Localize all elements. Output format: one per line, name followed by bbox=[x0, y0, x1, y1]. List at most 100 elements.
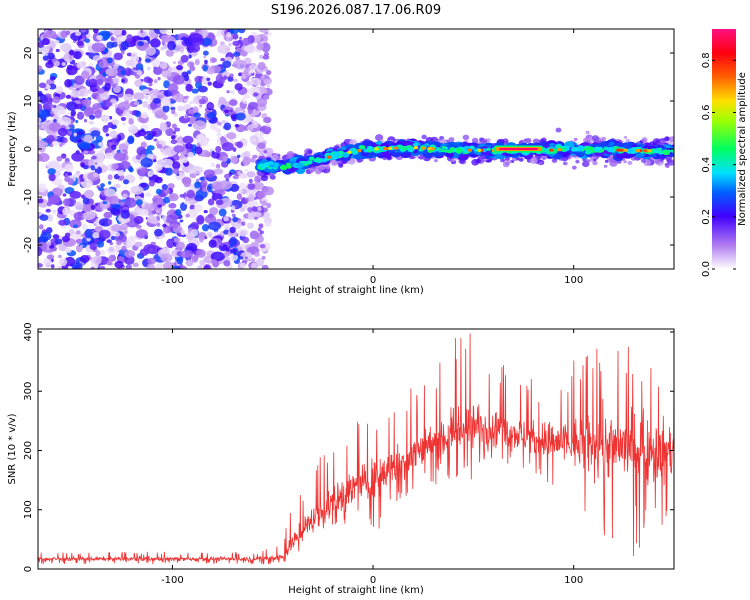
noise-blob bbox=[222, 156, 228, 162]
band-halo-blob bbox=[641, 137, 648, 142]
band-bright-blob bbox=[412, 142, 419, 147]
noise-blob bbox=[220, 58, 225, 62]
noise-blob bbox=[199, 176, 205, 181]
spectrogram-y-tick-label: -10 bbox=[23, 189, 34, 205]
noise-blob bbox=[183, 200, 190, 205]
noise-blob bbox=[211, 193, 223, 202]
noise-blob bbox=[38, 117, 42, 123]
band-halo-blob bbox=[480, 138, 488, 145]
noise-blob bbox=[65, 30, 71, 36]
noise-blob bbox=[137, 30, 148, 38]
noise-blob bbox=[110, 36, 115, 42]
noise-blob bbox=[140, 29, 144, 34]
noise-blob bbox=[239, 207, 246, 212]
band-halo-blob bbox=[374, 134, 384, 141]
noise-blob bbox=[43, 257, 52, 267]
noise-blob bbox=[158, 95, 164, 99]
noise-blob bbox=[189, 200, 194, 205]
noise-blob bbox=[64, 79, 73, 88]
noise-blob bbox=[52, 209, 57, 214]
noise-blob bbox=[210, 162, 215, 168]
noise-blob bbox=[248, 194, 255, 202]
noise-blob bbox=[43, 101, 53, 110]
noise-blob bbox=[60, 42, 72, 53]
noise-blob bbox=[200, 37, 213, 47]
band-halo-blob bbox=[471, 137, 479, 144]
noise-blob bbox=[52, 104, 57, 108]
noise-blob bbox=[263, 150, 268, 154]
noise-blob bbox=[240, 188, 248, 195]
noise-blob bbox=[214, 168, 224, 175]
noise-blob bbox=[172, 61, 176, 65]
noise-blob bbox=[88, 63, 94, 67]
noise-blob bbox=[40, 231, 52, 241]
noise-blob bbox=[259, 243, 266, 249]
band-core-blob bbox=[457, 151, 469, 161]
band-halo-blob bbox=[585, 159, 591, 163]
noise-blob bbox=[226, 90, 230, 94]
noise-blob bbox=[184, 95, 189, 99]
noise-blob bbox=[244, 256, 249, 260]
noise-blob bbox=[174, 127, 181, 132]
noise-blob bbox=[168, 193, 179, 202]
spectrogram-y-label: Frequency (Hz) bbox=[7, 111, 18, 187]
noise-blob bbox=[176, 64, 184, 71]
noise-blob bbox=[120, 40, 130, 50]
noise-blob bbox=[194, 146, 203, 155]
band-halo-blob bbox=[451, 158, 455, 162]
noise-blob bbox=[162, 223, 167, 228]
noise-blob bbox=[38, 152, 50, 162]
noise-blob bbox=[109, 130, 118, 139]
noise-blob bbox=[113, 173, 120, 180]
noise-blob bbox=[258, 131, 264, 138]
band-hotspot bbox=[421, 146, 426, 150]
noise-blob bbox=[98, 229, 111, 240]
spectrogram-x-label: Height of straight line (km) bbox=[288, 285, 424, 296]
noise-blob bbox=[259, 150, 265, 156]
noise-blob bbox=[249, 230, 259, 240]
colorbar-gradient bbox=[712, 29, 736, 269]
noise-blob bbox=[83, 98, 92, 107]
noise-blob bbox=[48, 83, 57, 90]
noise-blob bbox=[211, 181, 223, 190]
noise-blob bbox=[253, 241, 260, 246]
noise-blob bbox=[126, 52, 132, 57]
noise-blob bbox=[255, 107, 259, 112]
noise-blob bbox=[92, 104, 97, 109]
noise-blob bbox=[189, 65, 196, 72]
noise-blob bbox=[202, 65, 208, 72]
noise-blob bbox=[165, 214, 178, 224]
noise-blob bbox=[137, 60, 142, 65]
noise-blob bbox=[154, 228, 163, 237]
noise-blob bbox=[154, 176, 163, 184]
noise-blob bbox=[238, 182, 247, 190]
noise-blob bbox=[262, 186, 274, 196]
noise-blob bbox=[100, 183, 105, 188]
noise-blob bbox=[127, 125, 139, 134]
noise-blob bbox=[254, 175, 261, 184]
snr-y-label: SNR (10 * v/v) bbox=[7, 413, 18, 484]
spectrogram-x-tick-label: 100 bbox=[564, 275, 583, 286]
noise-blob bbox=[118, 217, 124, 223]
noise-blob bbox=[156, 222, 161, 227]
noise-blob bbox=[227, 75, 234, 82]
noise-blob bbox=[52, 234, 60, 240]
band-hotspot bbox=[556, 148, 562, 152]
noise-blob bbox=[256, 43, 265, 51]
noise-blob bbox=[68, 56, 73, 60]
noise-blob bbox=[252, 92, 259, 97]
noise-blob bbox=[38, 246, 43, 257]
noise-blob bbox=[218, 208, 227, 217]
noise-blob bbox=[237, 246, 243, 251]
noise-blob bbox=[139, 205, 142, 209]
noise-blob bbox=[171, 265, 178, 269]
noise-blob bbox=[188, 54, 192, 59]
noise-blob bbox=[192, 120, 207, 131]
noise-blob bbox=[141, 88, 150, 95]
noise-blob bbox=[74, 31, 82, 37]
noise-blob bbox=[70, 90, 81, 98]
noise-blob bbox=[204, 59, 208, 65]
noise-blob bbox=[74, 201, 84, 211]
band-hotspot bbox=[374, 147, 379, 151]
noise-blob bbox=[204, 236, 208, 240]
